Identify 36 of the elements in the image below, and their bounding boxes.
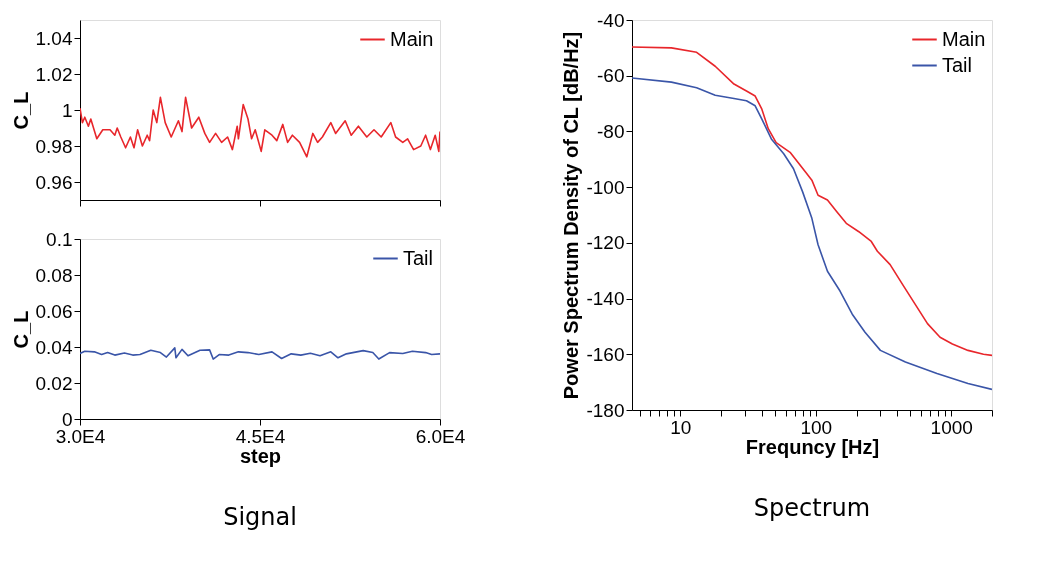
x-axis-title: step — [239, 444, 282, 467]
y-tick-label: 0.06 — [35, 300, 73, 322]
y-tick-label: -40 — [597, 9, 625, 31]
line-series — [80, 347, 440, 360]
y-tick-label: -100 — [586, 176, 625, 198]
y-tick-label: 0.04 — [35, 336, 73, 358]
y-tick-label: -160 — [586, 343, 625, 365]
y-tick-label: 0.1 — [46, 228, 73, 250]
legend-label: Main — [942, 27, 986, 50]
x-tick-label: 10 — [670, 416, 692, 438]
legend-label: Tail — [942, 53, 973, 76]
y-tick-label: 1 — [61, 99, 73, 121]
x-tick-label: 100 — [800, 416, 833, 438]
line-series — [80, 96, 440, 158]
y-axis-title: C_L — [9, 91, 32, 130]
y-axis-title: Power Spectrum Density of CL [dB/Hz] — [560, 31, 583, 400]
y-tick-label: 1.04 — [35, 27, 73, 49]
legend-label: Main — [390, 27, 434, 50]
y-tick-label: 0.08 — [35, 264, 73, 286]
y-tick-label: -60 — [597, 65, 625, 87]
x-axis-title: Frequncy [Hz] — [745, 435, 880, 458]
legend-label: Tail — [403, 246, 434, 269]
y-tick-label: 0.96 — [35, 171, 73, 193]
y-axis-title: C_L — [9, 310, 32, 349]
y-tick-label: -80 — [597, 120, 625, 142]
x-tick-label: 4.5E4 — [235, 425, 286, 447]
y-tick-label: 1.02 — [35, 63, 73, 85]
y-tick-label: -120 — [586, 232, 625, 254]
text: Signal — [223, 503, 297, 531]
y-tick-label: 0.98 — [35, 135, 73, 157]
x-tick-label: 6.0E4 — [415, 425, 466, 447]
x-tick-label: 1000 — [930, 416, 973, 438]
text: Spectrum — [753, 494, 871, 522]
y-tick-label: -180 — [586, 399, 625, 421]
y-tick-label: -140 — [586, 288, 625, 310]
y-tick-label: 0.02 — [35, 372, 73, 394]
